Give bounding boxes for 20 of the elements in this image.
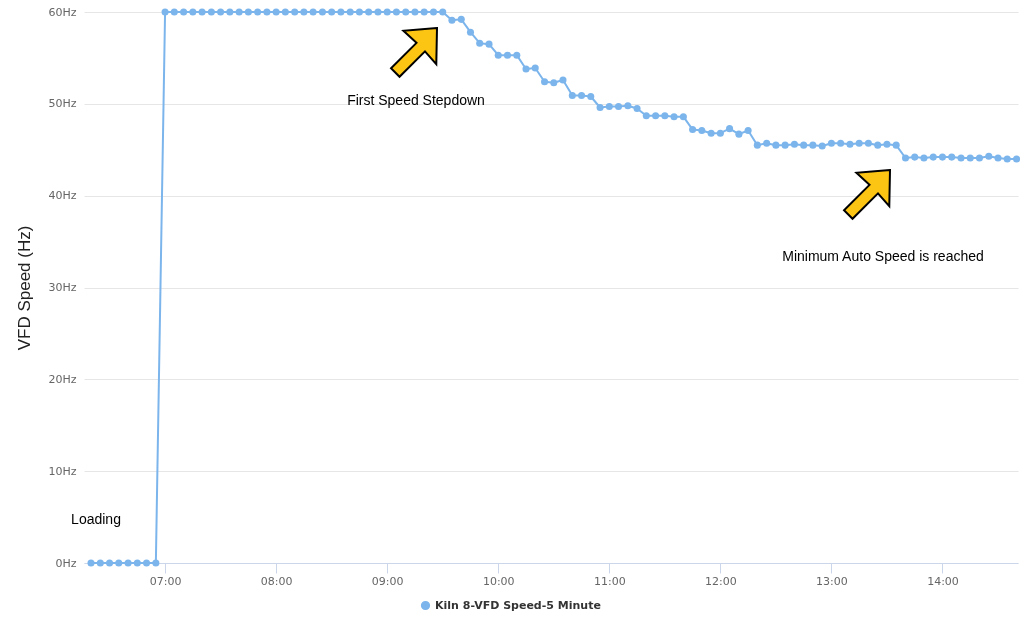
x-tick-label: 08:00 — [260, 574, 293, 588]
y-tick-label: 50Hz — [48, 97, 77, 111]
y-tick-label: 0Hz — [55, 556, 77, 570]
x-tick-label: 12:00 — [705, 574, 737, 588]
y-tick-label: 60Hz — [48, 5, 77, 19]
x-tick-label: 10:00 — [482, 574, 515, 588]
y-tick-label: 20Hz — [48, 372, 77, 386]
x-tick-label: 11:00 — [593, 574, 626, 588]
y-tick-label: 10Hz — [48, 464, 77, 478]
x-tick-label: 13:00 — [816, 574, 848, 588]
legend-label: Kiln 8-VFD Speed-5 Minute — [435, 598, 601, 612]
annotation: First Speed Stepdown — [347, 92, 485, 108]
x-tick-label: 14:00 — [927, 574, 959, 588]
annotation: Minimum Auto Speed is reached — [782, 248, 984, 264]
y-axis-title: VFD Speed (Hz) — [15, 225, 35, 351]
annotation: Loading — [71, 511, 121, 527]
y-tick-label: 40Hz — [48, 189, 77, 203]
x-tick-label: 07:00 — [149, 574, 182, 588]
x-tick-label: 09:00 — [371, 574, 404, 588]
y-tick-label: 30Hz — [48, 281, 77, 294]
